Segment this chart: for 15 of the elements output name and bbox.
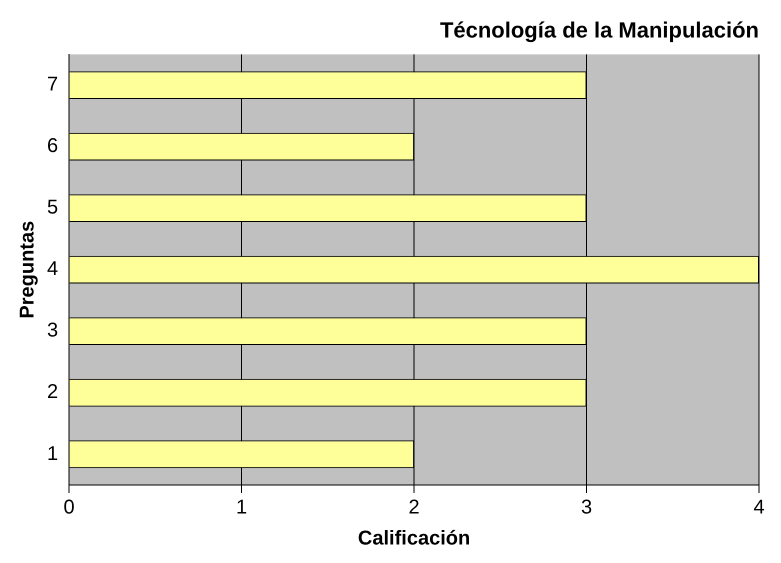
y-tick-label: 3 [47, 320, 58, 342]
x-tick-label: 3 [580, 496, 592, 519]
x-tick-label: 0 [64, 496, 75, 519]
x-tick-label: 1 [236, 496, 248, 519]
y-tick-label: 2 [47, 381, 58, 404]
chart-title: Técnología de la Manipulación [440, 17, 759, 42]
y-tick-label: 7 [47, 74, 58, 96]
y-tick-label: 4 [47, 258, 58, 280]
y-tick-label: 1 [47, 442, 58, 465]
x-tick-label: 4 [753, 496, 765, 519]
y-tick-label: 6 [47, 135, 58, 158]
y-tick-label: 5 [47, 196, 58, 219]
x-tick-label: 2 [408, 496, 420, 519]
y-axis-title: Preguntas [16, 220, 39, 319]
x-axis-title: Calificación [358, 528, 470, 550]
